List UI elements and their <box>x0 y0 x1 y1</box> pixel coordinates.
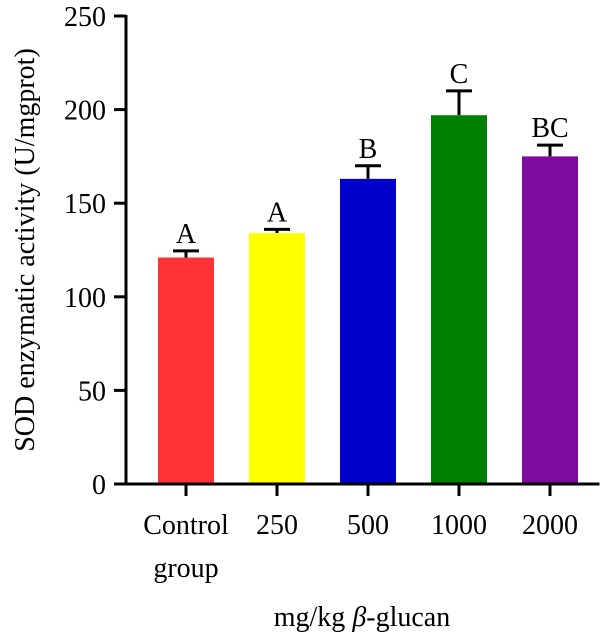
y-tick-label: 50 <box>78 376 106 407</box>
bar <box>522 156 578 484</box>
bar <box>249 233 305 484</box>
y-tick-label: 0 <box>92 470 106 501</box>
significance-label: B <box>359 134 378 165</box>
significance-label: A <box>176 219 197 250</box>
x-tick-label: Control <box>143 510 229 541</box>
y-tick-label: 100 <box>64 283 106 314</box>
bar <box>431 115 487 484</box>
x-tick-label: 1000 <box>431 510 487 541</box>
y-tick-label: 250 <box>64 2 106 33</box>
significance-label: A <box>267 197 288 228</box>
x-tick-label: 250 <box>256 510 298 541</box>
y-axis-label: SOD enzymatic activity (U/mgprot) <box>10 48 41 452</box>
bar <box>158 257 214 484</box>
y-tick-label: 150 <box>64 189 106 220</box>
x-axis-label: mg/kg β-glucan <box>274 602 450 633</box>
bar <box>340 178 396 484</box>
x-axis-label-symbol: β <box>351 602 366 633</box>
x-axis-label-suffix: -glucan <box>366 602 450 633</box>
significance-label: C <box>450 59 469 90</box>
significance-label: BC <box>531 113 568 144</box>
x-tick-label: 2000 <box>522 510 578 541</box>
y-tick-label: 200 <box>64 96 106 127</box>
x-tick-label-line2: group <box>153 553 218 584</box>
x-tick-label: 500 <box>347 510 389 541</box>
x-axis-label-prefix: mg/kg <box>274 602 353 633</box>
